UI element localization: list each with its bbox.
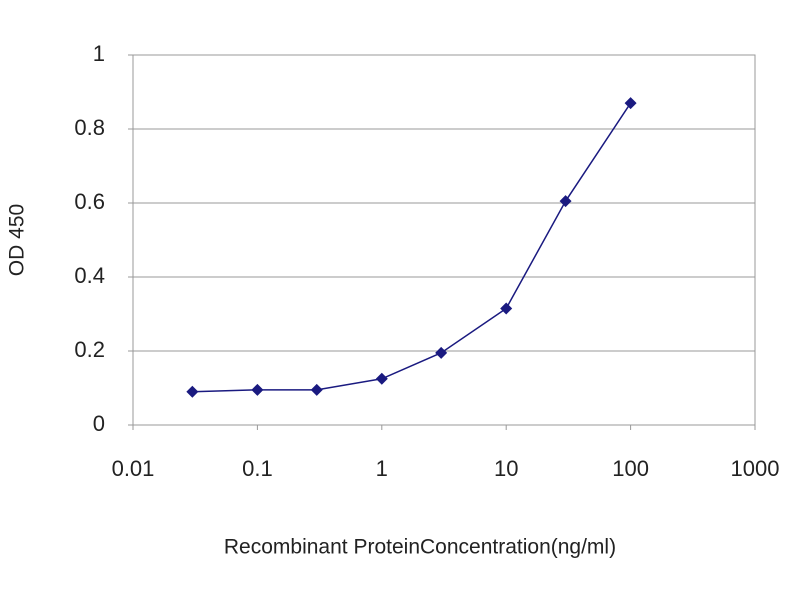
y-tick-label: 0.8 <box>74 115 105 140</box>
y-tick-label: 0.2 <box>74 337 105 362</box>
data-point <box>500 302 513 315</box>
x-tick-label: 10 <box>494 456 518 481</box>
y-tick-label: 0.4 <box>74 263 105 288</box>
data-point <box>251 383 264 396</box>
y-tick-label: 1 <box>93 41 105 66</box>
data-point <box>310 383 323 396</box>
x-tick-label: 100 <box>612 456 649 481</box>
x-tick-label: 1000 <box>731 456 780 481</box>
y-axis-title: OD 450 <box>6 204 29 276</box>
data-line <box>192 102 632 393</box>
x-tick-label: 0.01 <box>112 456 155 481</box>
y-tick-label: 0.6 <box>74 189 105 214</box>
plot-area <box>132 54 756 426</box>
data-point <box>186 385 199 398</box>
x-tick-label: 1 <box>376 456 388 481</box>
x-tick-label: 0.1 <box>242 456 273 481</box>
data-point <box>435 346 448 359</box>
y-tick-label: 0 <box>93 411 105 436</box>
data-point <box>559 195 572 208</box>
x-axis-title: Recombinant ProteinConcentration(ng/ml) <box>224 536 616 559</box>
data-point <box>375 372 388 385</box>
data-point <box>624 97 637 110</box>
